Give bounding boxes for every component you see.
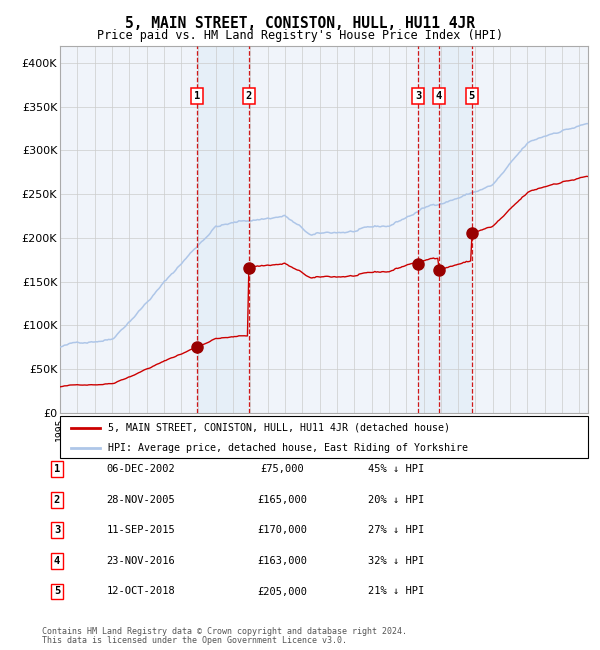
Text: 21% ↓ HPI: 21% ↓ HPI: [368, 586, 424, 597]
Text: Price paid vs. HM Land Registry's House Price Index (HPI): Price paid vs. HM Land Registry's House …: [97, 29, 503, 42]
Text: 3: 3: [415, 91, 421, 101]
Text: Contains HM Land Registry data © Crown copyright and database right 2024.: Contains HM Land Registry data © Crown c…: [42, 627, 407, 636]
Bar: [439, 46, 472, 413]
Text: 20% ↓ HPI: 20% ↓ HPI: [368, 495, 424, 505]
Text: 28-NOV-2005: 28-NOV-2005: [107, 495, 175, 505]
Text: £75,000: £75,000: [260, 464, 304, 474]
Text: 5: 5: [469, 91, 475, 101]
Text: 23-NOV-2016: 23-NOV-2016: [107, 556, 175, 566]
Text: £205,000: £205,000: [257, 586, 307, 597]
Text: £163,000: £163,000: [257, 556, 307, 566]
Text: 12-OCT-2018: 12-OCT-2018: [107, 586, 175, 597]
Text: 5, MAIN STREET, CONISTON, HULL, HU11 4JR: 5, MAIN STREET, CONISTON, HULL, HU11 4JR: [125, 16, 475, 31]
Text: 1: 1: [194, 91, 200, 101]
Text: £165,000: £165,000: [257, 495, 307, 505]
Text: 11-SEP-2015: 11-SEP-2015: [107, 525, 175, 536]
Text: 4: 4: [54, 556, 60, 566]
Bar: [418, 46, 439, 413]
Text: 06-DEC-2002: 06-DEC-2002: [107, 464, 175, 474]
Text: 2: 2: [245, 91, 252, 101]
Text: 27% ↓ HPI: 27% ↓ HPI: [368, 525, 424, 536]
Text: 5, MAIN STREET, CONISTON, HULL, HU11 4JR (detached house): 5, MAIN STREET, CONISTON, HULL, HU11 4JR…: [107, 423, 449, 433]
Text: 5: 5: [54, 586, 60, 597]
Text: 1: 1: [54, 464, 60, 474]
FancyBboxPatch shape: [60, 416, 588, 458]
Text: 3: 3: [54, 525, 60, 536]
Text: 2: 2: [54, 495, 60, 505]
Text: This data is licensed under the Open Government Licence v3.0.: This data is licensed under the Open Gov…: [42, 636, 347, 645]
Text: 45% ↓ HPI: 45% ↓ HPI: [368, 464, 424, 474]
Text: HPI: Average price, detached house, East Riding of Yorkshire: HPI: Average price, detached house, East…: [107, 443, 467, 452]
Bar: [197, 46, 248, 413]
Text: £170,000: £170,000: [257, 525, 307, 536]
Text: 32% ↓ HPI: 32% ↓ HPI: [368, 556, 424, 566]
Text: 4: 4: [436, 91, 442, 101]
